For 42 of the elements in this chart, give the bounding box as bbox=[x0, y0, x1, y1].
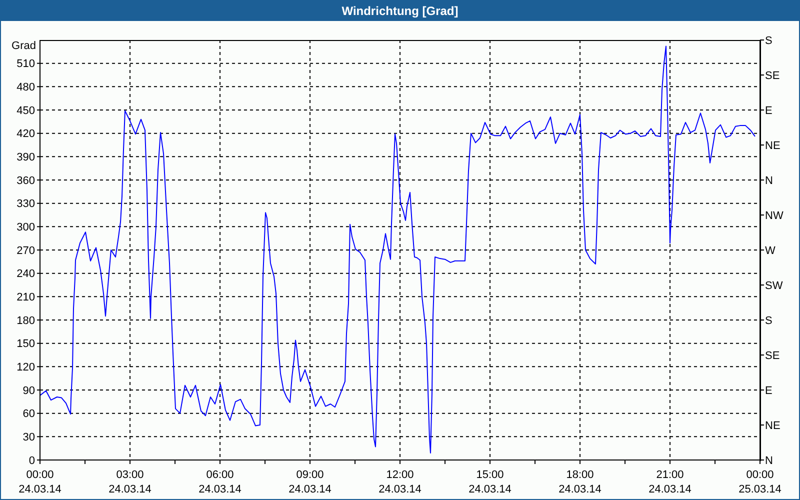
category-label: SW bbox=[765, 280, 783, 292]
category-label: NE bbox=[765, 140, 780, 152]
y-tick-label: 30 bbox=[22, 432, 35, 444]
y-tick-label: 390 bbox=[16, 152, 35, 164]
y-tick-label: 330 bbox=[16, 198, 35, 210]
y-tick-label: 0 bbox=[28, 454, 35, 467]
category-label: NW bbox=[765, 210, 784, 222]
category-label: N bbox=[765, 454, 773, 467]
x-tick-label: 21:00 24.03.14 bbox=[648, 468, 692, 496]
y-tick-label: 360 bbox=[16, 174, 35, 187]
y-axis-title: Grad bbox=[12, 39, 36, 53]
category-label: SE bbox=[765, 70, 780, 82]
y-tick-label: 510 bbox=[16, 58, 35, 70]
y-tick-label: 450 bbox=[16, 104, 35, 117]
y-tick-label: 210 bbox=[16, 292, 35, 304]
y-tick-label: 60 bbox=[22, 408, 35, 420]
x-tick-label: 12:00 24.03.14 bbox=[378, 468, 422, 496]
category-label: E bbox=[765, 384, 772, 397]
y-tick-label: 240 bbox=[16, 268, 35, 280]
category-label: N bbox=[765, 174, 773, 187]
y-tick-label: 300 bbox=[16, 222, 35, 234]
x-tick-label: 06:00 24.03.14 bbox=[198, 468, 242, 496]
x-tick-label: 00:00 24.03.14 bbox=[18, 468, 62, 496]
category-label: W bbox=[765, 244, 776, 257]
x-tick-label: 09:00 24.03.14 bbox=[288, 468, 332, 496]
x-tick-label: 18:00 24.03.14 bbox=[558, 468, 602, 496]
x-tick-label: 03:00 24.03.14 bbox=[108, 468, 152, 496]
y-tick-label: 270 bbox=[16, 244, 35, 257]
y-tick-label: 420 bbox=[16, 128, 35, 140]
x-tick-label: 15:00 24.03.14 bbox=[468, 468, 512, 496]
category-label: E bbox=[765, 104, 772, 117]
x-tick-label: 00:00 25.03.14 bbox=[738, 468, 782, 496]
category-label: S bbox=[765, 34, 772, 47]
category-label: NE bbox=[765, 420, 780, 432]
category-label: SE bbox=[765, 350, 780, 362]
y-tick-label: 180 bbox=[16, 314, 35, 327]
chart-title: Windrichtung [Grad] bbox=[1, 1, 799, 21]
y-tick-label: 150 bbox=[16, 338, 35, 350]
y-tick-label: 90 bbox=[22, 384, 35, 397]
y-tick-label: 120 bbox=[16, 362, 35, 374]
y-tick-label: 480 bbox=[16, 82, 35, 94]
category-label: S bbox=[765, 314, 772, 327]
